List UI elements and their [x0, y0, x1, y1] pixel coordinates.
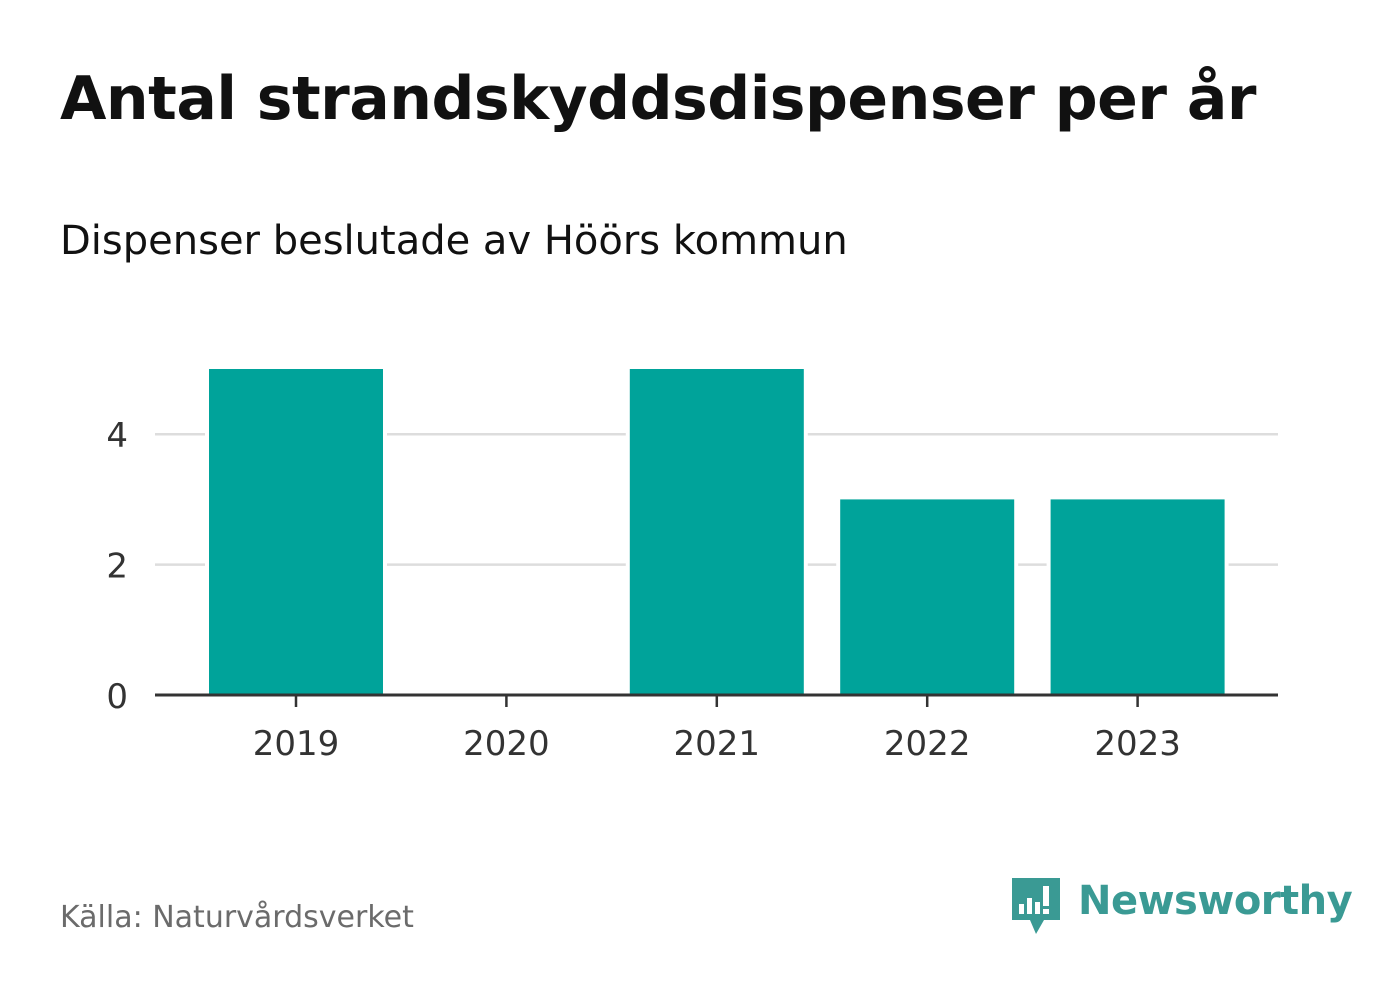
- brand-name: Newsworthy: [1078, 878, 1353, 924]
- y-tick-label: 2: [106, 547, 128, 587]
- bar-2021: [629, 369, 804, 695]
- x-tick-label: 2023: [1094, 724, 1181, 764]
- bar-2023: [1050, 499, 1225, 695]
- x-tick-label: 2022: [884, 724, 971, 764]
- bar-2022: [840, 499, 1015, 695]
- chart-subtitle: Dispenser beslutade av Höörs kommun: [60, 218, 848, 264]
- bar-2019: [209, 369, 383, 695]
- newsworthy-logo-icon: [1012, 878, 1060, 934]
- y-tick-label: 4: [106, 416, 128, 456]
- y-tick-label: 0: [106, 677, 128, 717]
- bar-chart: 0 2 4 2019 2020 2021 2022 2023: [106, 369, 1278, 764]
- x-tick-label: 2021: [674, 724, 761, 764]
- x-tick-label: 2020: [463, 724, 550, 764]
- brand-logo: Newsworthy: [1008, 876, 1353, 942]
- x-tick-label: 2019: [253, 724, 340, 764]
- chart-title: Antal strandskyddsdispenser per år: [60, 64, 1256, 134]
- axes: 0 2 4 2019 2020 2021 2022 2023: [106, 416, 1278, 764]
- source-note: Källa: Naturvårdsverket: [60, 900, 414, 935]
- bars: [205, 369, 1229, 695]
